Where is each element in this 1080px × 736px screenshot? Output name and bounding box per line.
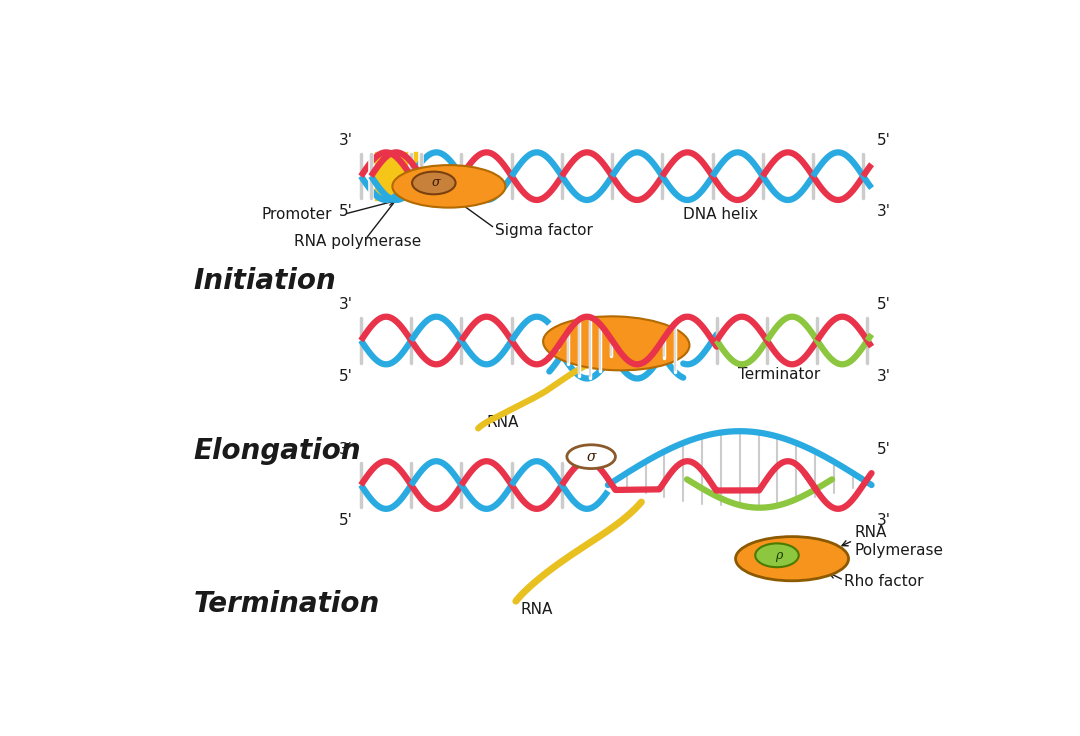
Bar [375,152,422,200]
Text: 5': 5' [877,132,890,148]
Ellipse shape [543,316,689,370]
Text: 5': 5' [339,369,352,384]
Text: 5': 5' [339,205,352,219]
Text: 3': 3' [339,297,352,312]
Text: RNA
Polymerase: RNA Polymerase [855,526,944,558]
Text: 3': 3' [339,132,352,148]
Text: 3': 3' [339,442,352,456]
Text: Sigma factor: Sigma factor [495,222,593,238]
Text: ρ: ρ [775,549,782,562]
Text: RNA: RNA [486,415,518,430]
Text: Rho factor: Rho factor [843,574,923,589]
Ellipse shape [567,445,616,469]
Ellipse shape [413,171,456,194]
Text: Terminator: Terminator [738,367,820,382]
Text: σ: σ [431,177,440,189]
Text: RNA: RNA [521,602,553,618]
Text: Termination: Termination [193,590,380,618]
Ellipse shape [755,543,799,567]
Text: 3': 3' [877,369,891,384]
Text: 5': 5' [339,514,352,528]
Ellipse shape [735,537,849,581]
Text: RNA polymerase: RNA polymerase [294,234,421,249]
Text: 3': 3' [877,205,891,219]
Text: 3': 3' [877,514,891,528]
Text: DNA helix: DNA helix [684,208,758,222]
Text: 5': 5' [877,442,890,456]
Ellipse shape [392,165,505,208]
Text: Initiation: Initiation [193,267,336,295]
Text: 5': 5' [877,297,890,312]
Text: Promoter: Promoter [261,208,332,222]
Text: σ: σ [586,450,596,464]
Text: Elongation: Elongation [193,437,361,465]
